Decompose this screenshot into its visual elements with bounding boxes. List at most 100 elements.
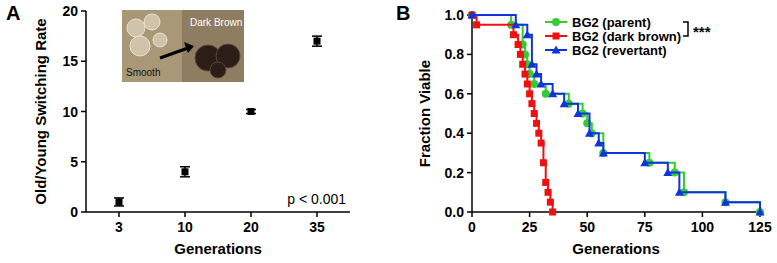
marker bbox=[640, 158, 649, 166]
x-tick bbox=[316, 212, 318, 217]
marker bbox=[756, 208, 764, 216]
line-segment bbox=[477, 25, 514, 35]
marker bbox=[538, 140, 545, 147]
y-tick bbox=[467, 93, 472, 95]
y-tick bbox=[81, 211, 86, 213]
marker bbox=[547, 199, 554, 206]
y-tick bbox=[81, 10, 86, 12]
marker bbox=[573, 109, 582, 117]
marker bbox=[594, 139, 603, 147]
y-tick-label: 0.8 bbox=[445, 46, 465, 62]
x-tick-label: 3 bbox=[115, 219, 123, 235]
x-tick-label: 0 bbox=[468, 219, 476, 235]
marker bbox=[531, 110, 538, 117]
x-tick bbox=[118, 212, 120, 217]
x-tick-label: 25 bbox=[522, 219, 538, 235]
marker bbox=[248, 108, 255, 115]
y-tick-label: 1.0 bbox=[445, 7, 465, 23]
y-tick-label: 0.0 bbox=[445, 204, 465, 220]
y-tick bbox=[81, 61, 86, 63]
y-tick-label: 0.6 bbox=[445, 86, 465, 102]
y-axis bbox=[471, 15, 473, 212]
marker bbox=[515, 41, 522, 48]
marker bbox=[545, 189, 552, 196]
x-tick-label: 50 bbox=[579, 219, 595, 235]
marks bbox=[114, 36, 322, 206]
y-tick-label: 0.4 bbox=[445, 125, 465, 141]
x-tick bbox=[586, 212, 588, 217]
line-segment bbox=[679, 192, 725, 202]
x-tick bbox=[702, 212, 704, 217]
error-bar-cap bbox=[312, 45, 322, 47]
x-axis bbox=[472, 211, 760, 213]
marker bbox=[542, 90, 550, 98]
x-tick-label: 75 bbox=[637, 219, 653, 235]
series bbox=[468, 11, 764, 216]
marker bbox=[552, 18, 560, 26]
y-tick-label: 15 bbox=[62, 53, 78, 69]
marker bbox=[527, 60, 536, 68]
y-tick-label: 5 bbox=[70, 154, 78, 170]
significance-bracket bbox=[683, 22, 688, 36]
inset-bg-light bbox=[122, 10, 182, 82]
line-segment bbox=[649, 163, 674, 173]
marker bbox=[540, 159, 547, 166]
colony-smooth bbox=[144, 14, 160, 30]
marker bbox=[533, 120, 540, 127]
x-tick-label: 20 bbox=[243, 219, 259, 235]
y-tick-label: 20 bbox=[62, 3, 78, 19]
colony-smooth bbox=[127, 19, 145, 37]
marker bbox=[535, 130, 542, 137]
marker bbox=[116, 198, 123, 205]
line-segment bbox=[684, 192, 725, 202]
marker bbox=[553, 33, 560, 40]
marker bbox=[473, 21, 480, 28]
marker bbox=[517, 51, 524, 58]
y-tick bbox=[81, 111, 86, 113]
panel-a: ASmoothDark Brown051015203102035Generati… bbox=[6, 2, 350, 257]
marks bbox=[468, 11, 765, 217]
colony-smooth bbox=[130, 36, 150, 56]
marker bbox=[523, 30, 532, 38]
colony-dark bbox=[210, 62, 226, 78]
series bbox=[469, 12, 557, 216]
marker bbox=[599, 148, 608, 156]
marker bbox=[526, 90, 533, 97]
inset-arrow bbox=[160, 48, 188, 58]
error-bar bbox=[180, 167, 190, 177]
marker bbox=[560, 99, 569, 107]
error-bar bbox=[114, 198, 124, 206]
annotation: p < 0.001 bbox=[287, 191, 346, 207]
marker bbox=[468, 11, 477, 19]
line-segment bbox=[603, 153, 644, 163]
colony-smooth bbox=[153, 33, 167, 47]
inset-arrowhead bbox=[184, 42, 194, 53]
inset-label: Dark Brown bbox=[190, 17, 242, 28]
marker bbox=[542, 179, 549, 186]
x-tick bbox=[471, 212, 473, 217]
inset-photo: SmoothDark Brown bbox=[122, 10, 244, 82]
y-tick bbox=[467, 172, 472, 174]
x-tick bbox=[644, 212, 646, 217]
annotation: *** bbox=[693, 23, 711, 40]
x-tick-label: 35 bbox=[309, 219, 325, 235]
y-tick-label: 0.2 bbox=[445, 165, 465, 181]
error-bar bbox=[312, 36, 322, 46]
panel-label: A bbox=[6, 2, 20, 24]
marker bbox=[314, 38, 321, 45]
line-segment bbox=[725, 202, 760, 212]
line-segment bbox=[527, 35, 532, 65]
x-axis-label: Generations bbox=[174, 240, 262, 257]
marker bbox=[469, 12, 476, 19]
marker bbox=[549, 209, 556, 216]
legend-label: BG2 (dark brown) bbox=[572, 29, 681, 44]
y-tick bbox=[81, 161, 86, 163]
error-bar-cap bbox=[180, 176, 190, 178]
x-tick bbox=[529, 212, 531, 217]
marker bbox=[663, 168, 672, 176]
marker bbox=[756, 208, 765, 216]
error-bar-cap bbox=[180, 166, 190, 168]
line-segment bbox=[645, 163, 668, 173]
line-segment bbox=[603, 153, 649, 163]
marker bbox=[510, 31, 517, 38]
